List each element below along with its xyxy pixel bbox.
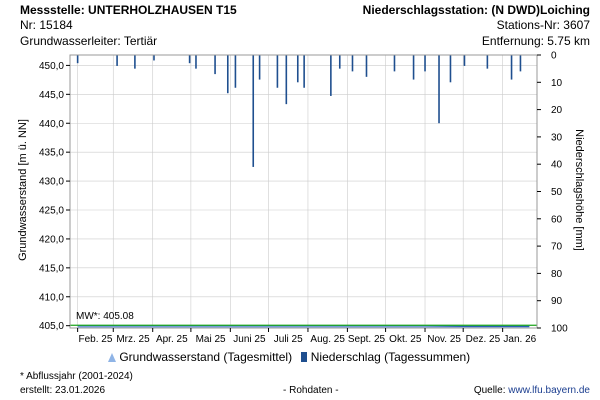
precip-station-title: Niederschlagsstation: (N DWD)Loiching <box>362 3 590 17</box>
legend-precip-icon <box>301 352 308 362</box>
legend-precip-label: Niederschlag (Tagessummen) <box>310 350 471 364</box>
y-tick-label: 440,0 <box>39 119 64 130</box>
footnote: * Abflussjahr (2001-2024) <box>20 371 133 382</box>
precip-bar <box>226 55 229 94</box>
y2-tick-label: 80 <box>551 269 563 280</box>
y2-tick-label: 70 <box>551 242 563 253</box>
precip-station-number: Stations-Nr: 3607 <box>496 18 590 32</box>
precip-bar <box>76 55 79 64</box>
precip-bar <box>393 55 396 72</box>
precip-bar <box>424 55 426 72</box>
precip-bar <box>195 55 197 69</box>
precip-station-distance: Entfernung: 5.75 km <box>481 34 590 48</box>
precip-bar <box>412 55 415 80</box>
y-tick-label: 420,0 <box>39 234 64 245</box>
groundwater-series <box>70 324 537 328</box>
aquifer-label: Grundwasserleiter: Tertiär <box>20 34 158 48</box>
y2-tick-label: 90 <box>551 296 563 307</box>
mw-label: MW*: 405.08 <box>76 311 134 322</box>
x-tick-label: Feb. 25 <box>78 334 112 345</box>
precip-bar <box>449 55 452 83</box>
precip-bar <box>285 55 288 105</box>
legend-gw-icon <box>108 353 116 362</box>
precip-bar <box>214 55 216 75</box>
y-tick-label: 450,0 <box>39 61 64 72</box>
precip-bar <box>116 55 118 66</box>
x-tick-label: Jan. 26 <box>503 334 536 345</box>
y-tick-label: 415,0 <box>39 263 64 274</box>
x-tick-label: Aug. 25 <box>310 334 345 345</box>
source-prefix: Quelle: <box>473 385 509 396</box>
x-tick-label: Juli 25 <box>274 334 303 345</box>
station-number: Nr: 15184 <box>20 18 73 32</box>
precip-bar <box>303 55 305 88</box>
y-tick-label: 430,0 <box>39 177 64 188</box>
x-tick-label: Mai 25 <box>196 334 226 345</box>
axes: 405,0 410,0 415,0 420,0 425,0 430,0 435,0 440,0… <box>39 51 568 346</box>
y2-tick-label: 30 <box>551 132 563 143</box>
precip-bar <box>276 55 279 88</box>
y-tick-label: 405,0 <box>39 321 64 332</box>
precip-bar <box>188 55 191 64</box>
x-tick-label: Apr. 25 <box>156 334 188 345</box>
precip-bar <box>463 55 466 66</box>
precip-bar <box>134 55 136 69</box>
precip-bar <box>365 55 368 77</box>
precip-bar <box>234 55 237 88</box>
precip-bars <box>76 55 522 167</box>
precip-bar <box>510 55 513 80</box>
y2-tick-label: 60 <box>551 214 563 225</box>
precip-bar <box>486 55 489 69</box>
precip-bar <box>296 55 299 83</box>
raw-data-note: - Rohdaten - <box>283 385 339 396</box>
y2-tick-label: 10 <box>551 78 563 89</box>
y-tick-label: 410,0 <box>39 292 64 303</box>
x-tick-label: Dez. 25 <box>466 334 501 345</box>
station-title: Messstelle: UNTERHOLZHAUSEN T15 <box>20 3 237 17</box>
precip-bar <box>338 55 341 69</box>
y2-tick-label: 100 <box>551 324 568 335</box>
created-date: erstellt: 23.01.2026 <box>20 385 106 396</box>
source: Quelle: www.lfu.bayern.de <box>474 385 590 396</box>
plot-frame <box>69 54 538 329</box>
x-tick-label: Juni 25 <box>233 334 266 345</box>
precip-bar <box>438 55 440 124</box>
precip-bar <box>519 55 522 72</box>
precip-bar <box>252 55 255 167</box>
y-axis-label: Grundwasserstand [m ü. NN] <box>17 119 29 261</box>
grid <box>70 55 537 328</box>
precip-bar <box>153 55 155 61</box>
y2-tick-label: 50 <box>551 187 563 198</box>
x-tick-label: Okt. 25 <box>389 334 422 345</box>
x-tick-label: Sept. 25 <box>348 334 386 345</box>
source-link[interactable]: www.lfu.bayern.de <box>508 385 590 396</box>
x-tick-label: Mrz. 25 <box>116 334 150 345</box>
legend-gw-label: Grundwasserstand (Tagesmittel) <box>119 350 293 364</box>
precip-bar <box>330 55 332 96</box>
precip-bar <box>258 55 261 80</box>
y2-axis-label: Niederschlagshöhe [mm] <box>573 129 585 251</box>
x-tick-label: Nov. 25 <box>427 334 461 345</box>
y-tick-label: 435,0 <box>39 148 64 159</box>
precip-bar <box>351 55 354 72</box>
y2-tick-label: 20 <box>551 105 563 116</box>
y-tick-label: 425,0 <box>39 206 64 217</box>
legend: Grundwasserstand (Tagesmittel) Niedersch… <box>108 350 470 364</box>
y2-tick-label: 40 <box>551 160 563 171</box>
y2-tick-label: 0 <box>551 51 557 62</box>
y-tick-label: 445,0 <box>39 90 64 101</box>
